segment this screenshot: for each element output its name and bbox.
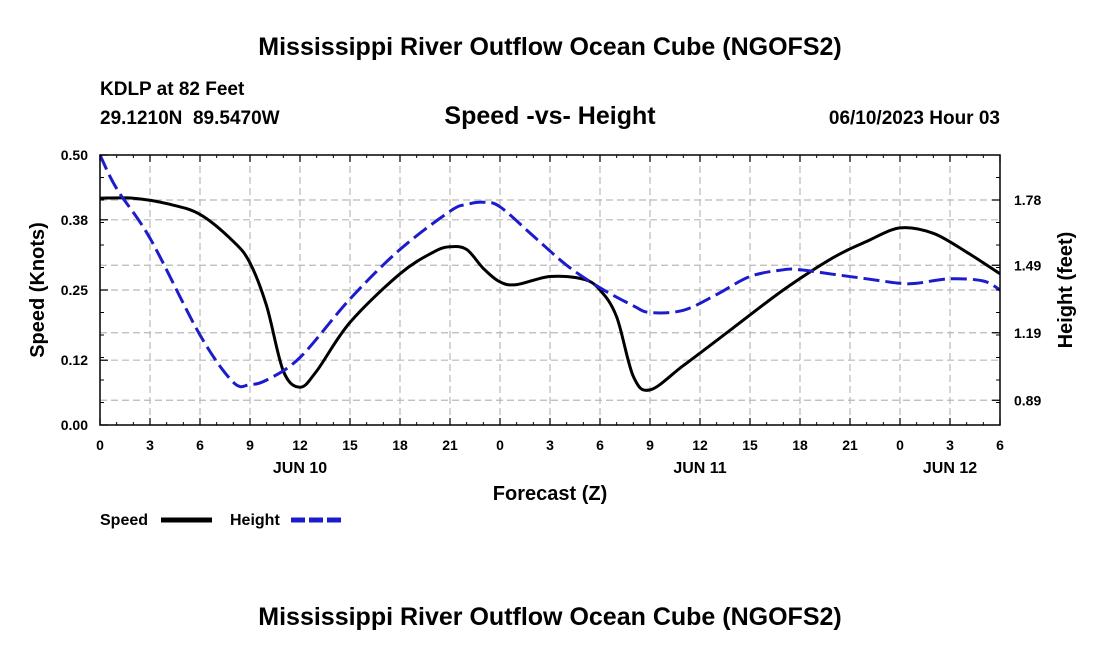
x-tick-label: 12 bbox=[692, 437, 708, 453]
y2-tick-label: 1.78 bbox=[1014, 192, 1041, 208]
series-layer bbox=[100, 154, 1000, 392]
day-label: JUN 10 bbox=[273, 460, 327, 477]
speed-series-line bbox=[100, 196, 1000, 392]
y-tick-label: 0.25 bbox=[61, 282, 88, 298]
legend-height-label: Height bbox=[230, 512, 280, 529]
day-label: JUN 11 bbox=[673, 460, 726, 477]
x-tick-label: 15 bbox=[742, 437, 758, 453]
main-title: Mississippi River Outflow Ocean Cube (NG… bbox=[258, 33, 841, 61]
legend: Speed Height bbox=[100, 512, 342, 529]
station-label: KDLP at 82 Feet bbox=[100, 79, 245, 100]
x-tick-label: 0 bbox=[896, 437, 904, 453]
x-tick-label: 21 bbox=[442, 437, 458, 453]
x-tick-label: 6 bbox=[596, 437, 604, 453]
x-tick-label: 0 bbox=[496, 437, 504, 453]
height-series-line bbox=[100, 154, 1000, 389]
x-tick-label: 3 bbox=[146, 437, 154, 453]
station-coordinates: 29.1210N 89.5470W bbox=[100, 108, 280, 129]
x-tick-label: 3 bbox=[946, 437, 954, 453]
x-tick-label: 21 bbox=[842, 437, 858, 453]
y2-tick-label: 1.49 bbox=[1014, 257, 1041, 273]
x-axis-label: Forecast (Z) bbox=[493, 483, 607, 505]
x-tick-label: 9 bbox=[246, 437, 254, 453]
grid-lines bbox=[100, 155, 1000, 425]
forecast-datetime: 06/10/2023 Hour 03 bbox=[829, 108, 1000, 129]
chart-subtitle: Speed -vs- Height bbox=[444, 102, 656, 130]
y-tick-label: 0.50 bbox=[61, 147, 88, 163]
y2-tick-label: 1.19 bbox=[1014, 325, 1041, 341]
y-tick-label: 0.12 bbox=[61, 352, 88, 368]
y-tick-label: 0.38 bbox=[61, 212, 88, 228]
x-tick-label: 0 bbox=[96, 437, 104, 453]
x-tick-label: 18 bbox=[792, 437, 808, 453]
x-tick-label: 6 bbox=[196, 437, 204, 453]
y2-tick-label: 0.89 bbox=[1014, 392, 1041, 408]
x-tick-label: 3 bbox=[546, 437, 554, 453]
footer-title: Mississippi River Outflow Ocean Cube (NG… bbox=[258, 603, 841, 631]
legend-speed-label: Speed bbox=[100, 512, 148, 529]
x-tick-label: 9 bbox=[646, 437, 654, 453]
x-tick-label: 15 bbox=[342, 437, 358, 453]
x-tick-label: 12 bbox=[292, 437, 308, 453]
x-tick-label: 6 bbox=[996, 437, 1004, 453]
x-tick-label: 18 bbox=[392, 437, 408, 453]
day-label: JUN 12 bbox=[923, 460, 977, 477]
y2-axis-label: Height (feet) bbox=[1055, 232, 1077, 349]
y-axis-label: Speed (Knots) bbox=[27, 222, 49, 358]
y-tick-label: 0.00 bbox=[61, 417, 88, 433]
axes: 0 3 6 9 12 15 18 21 0 3 6 9 12 15 18 21 0 3 6 JUN 10 JUN 11 J… bbox=[61, 147, 1042, 477]
